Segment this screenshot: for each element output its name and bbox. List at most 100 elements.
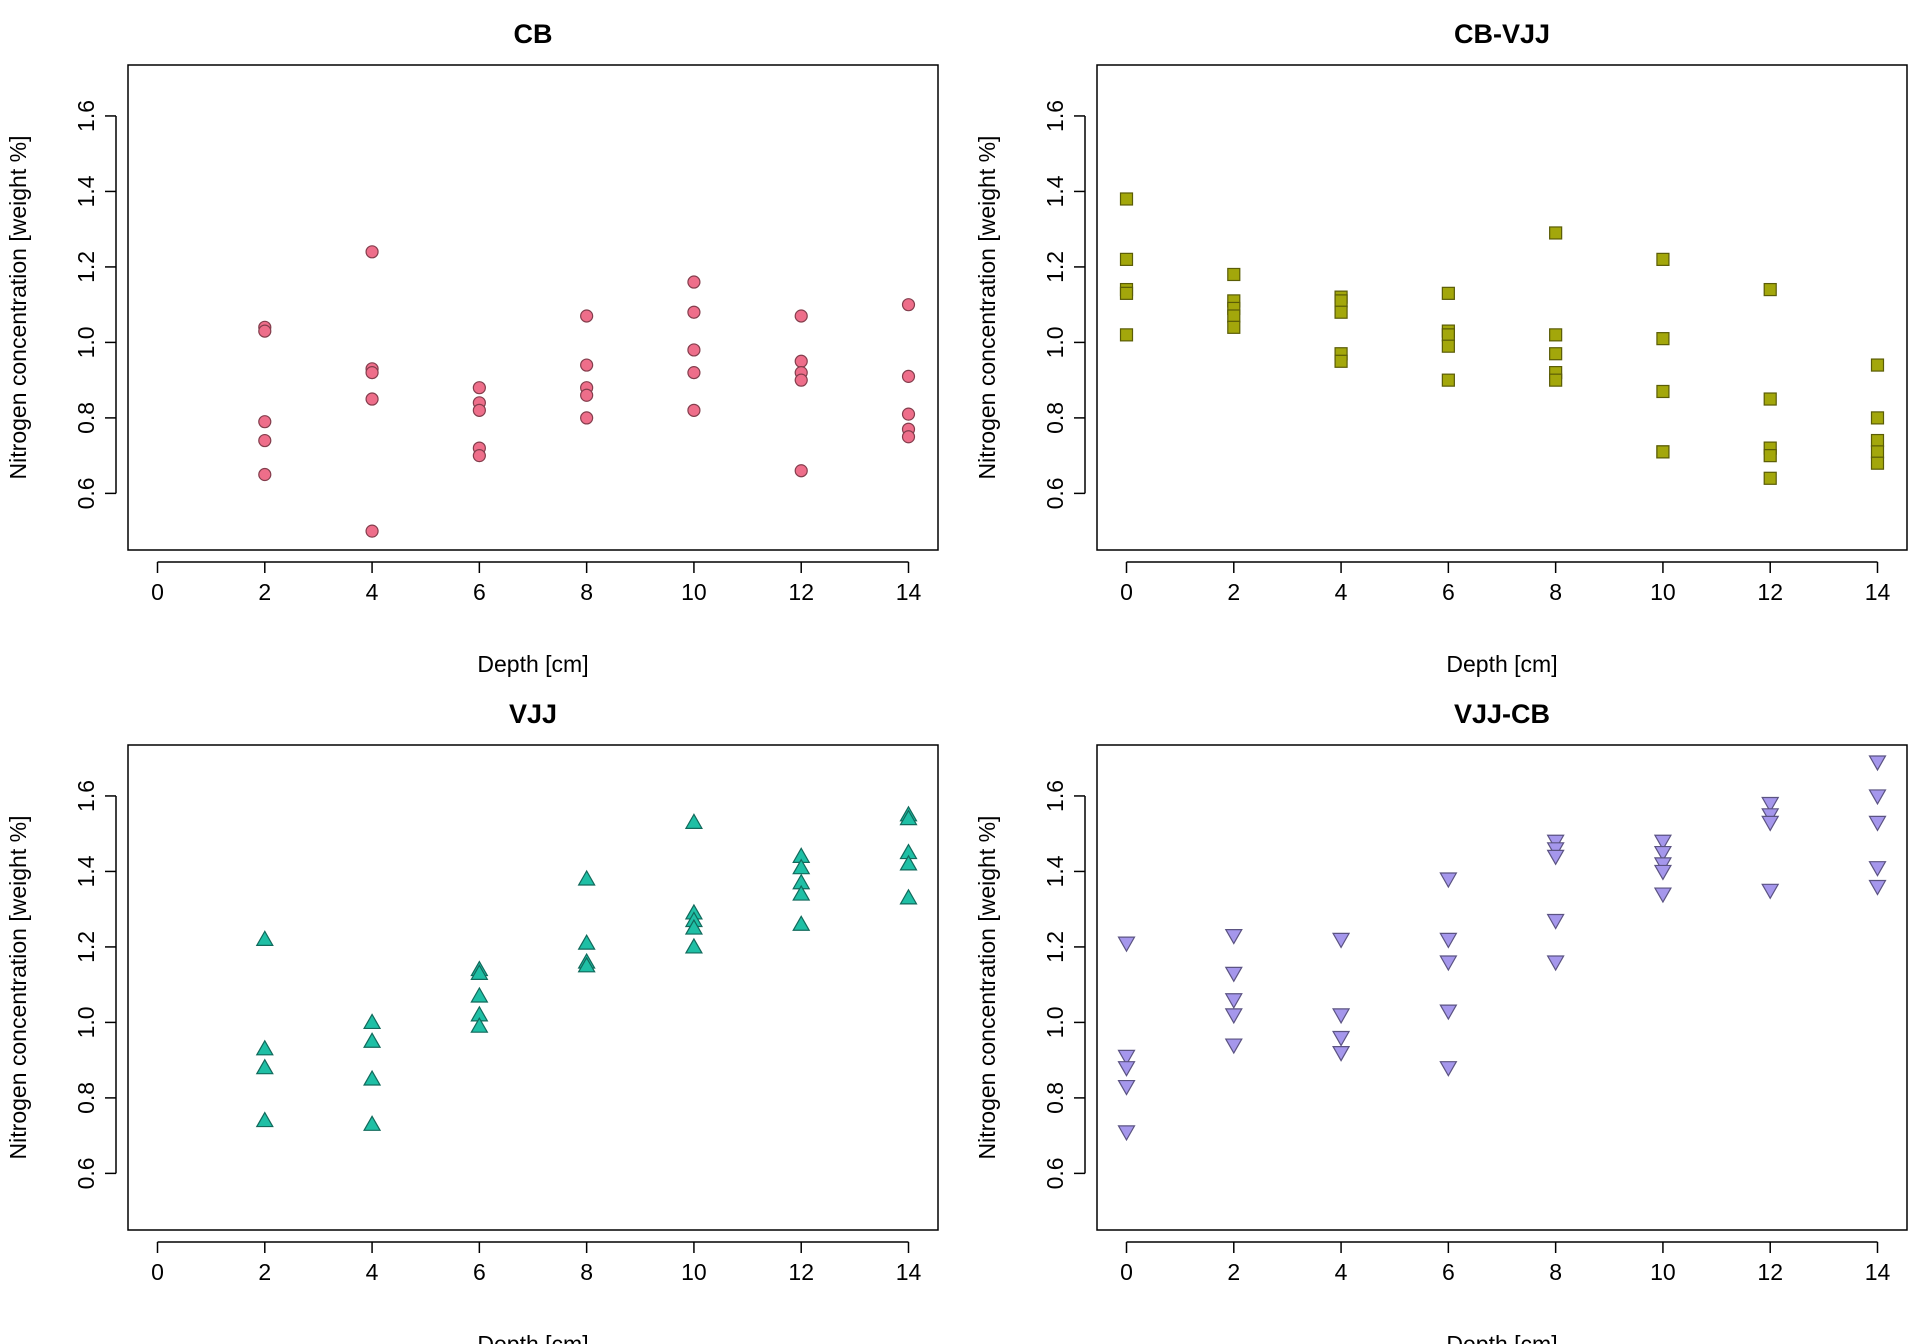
y-tick-label: 1.6 <box>1042 780 1068 812</box>
data-point <box>1656 384 1670 399</box>
data-point <box>1224 993 1243 1009</box>
y-axis-label: Nitrogen concentration [weight %] <box>5 136 31 480</box>
data-point <box>1119 252 1134 266</box>
data-point <box>1549 328 1563 342</box>
y-axis-label: Nitrogen concentration [weight %] <box>5 816 31 1160</box>
data-point <box>1868 861 1887 877</box>
x-tick-label: 2 <box>1227 1259 1240 1285</box>
data-point <box>1332 1030 1351 1047</box>
data-point <box>255 1039 274 1056</box>
y-tick-label: 1.0 <box>73 326 99 358</box>
x-axis-label: Depth [cm] <box>1446 1331 1557 1344</box>
data-point <box>1763 449 1777 463</box>
x-tick-label: 0 <box>1120 1259 1133 1285</box>
data-point <box>1870 411 1885 425</box>
panel-4: VJJ-CB 0 2 4 6 8 10 12 14 0.6 0.8 1.0 1.2 1.4 1.6 Depth… <box>974 699 1908 1344</box>
data-point <box>1763 282 1777 297</box>
data-point <box>901 407 916 421</box>
data-point <box>1224 1038 1243 1055</box>
data-point <box>1653 887 1672 904</box>
y-axis-label: Nitrogen concentration [weight %] <box>974 816 1000 1160</box>
x-axis-label: Depth [cm] <box>1446 651 1557 677</box>
x-tick-label: 2 <box>258 1259 271 1285</box>
data-point <box>1224 1008 1243 1025</box>
data-point <box>580 358 594 372</box>
data-point <box>577 869 596 886</box>
y-tick-label: 1.2 <box>1042 931 1068 963</box>
data-point <box>1117 1125 1136 1142</box>
data-point <box>687 305 701 319</box>
data-points <box>255 805 918 1131</box>
data-point <box>577 956 596 973</box>
panel-1: CB 0 2 4 6 8 10 12 14 0.6 0.8 1.0 1.2 1.4 1.6 Depth [cm… <box>5 19 939 677</box>
x-tick-label: 10 <box>681 579 707 605</box>
y-tick-label: 1.4 <box>73 855 99 887</box>
y-tick-label: 0.8 <box>73 1082 99 1114</box>
y-tick-label: 0.6 <box>1042 1157 1068 1189</box>
data-point <box>472 403 486 417</box>
x-tick-label: 8 <box>580 1259 593 1285</box>
data-point <box>1332 932 1351 949</box>
panel-title: VJJ <box>509 699 557 729</box>
x-tick-label: 0 <box>151 579 164 605</box>
data-point <box>365 366 379 380</box>
data-point <box>1439 1061 1458 1077</box>
data-point <box>1439 955 1458 972</box>
x-tick-label: 8 <box>1549 1259 1562 1285</box>
plot-frame <box>127 744 939 1231</box>
data-point <box>255 1111 274 1128</box>
x-tick-label: 12 <box>788 1259 814 1285</box>
data-point <box>363 1013 382 1030</box>
data-point <box>580 309 594 323</box>
x-tick-label: 14 <box>1865 1259 1891 1285</box>
data-point <box>1870 445 1885 459</box>
data-point <box>1870 433 1885 448</box>
data-point <box>1334 305 1348 319</box>
data-point <box>1870 358 1885 372</box>
data-point <box>1653 845 1672 862</box>
data-point <box>1761 815 1780 832</box>
x-axis-label: Depth [cm] <box>477 651 588 677</box>
data-point <box>580 411 594 425</box>
data-point <box>687 343 701 357</box>
data-point <box>1119 192 1134 206</box>
data-point <box>577 933 596 950</box>
data-point <box>255 1058 274 1075</box>
data-point <box>792 915 811 931</box>
y-tick-label: 1.0 <box>1042 326 1068 358</box>
x-tick-label: 8 <box>580 579 593 605</box>
data-point <box>1546 913 1565 930</box>
data-point <box>363 1069 382 1086</box>
x-tick-label: 12 <box>788 579 814 605</box>
data-point <box>365 392 379 406</box>
plot-frame <box>127 64 939 551</box>
data-point <box>1868 755 1887 772</box>
data-point <box>1546 849 1565 866</box>
data-point <box>255 930 274 946</box>
data-point <box>365 524 379 538</box>
data-point <box>1868 815 1887 832</box>
data-point <box>901 369 916 383</box>
data-point <box>472 381 486 395</box>
x-tick-label: 12 <box>1757 579 1783 605</box>
x-tick-label: 8 <box>1549 579 1562 605</box>
y-tick-label: 1.6 <box>1042 100 1068 132</box>
x-tick-label: 4 <box>366 1259 379 1285</box>
data-point <box>258 433 272 448</box>
data-point <box>684 937 703 954</box>
data-point <box>1868 789 1887 806</box>
data-point <box>684 813 703 829</box>
data-points <box>1117 755 1887 1142</box>
data-point <box>1656 332 1670 346</box>
panel-title: CB-VJJ <box>1454 19 1550 49</box>
panel-3: VJJ 0 2 4 6 8 10 12 14 0.6 0.8 1.0 1.2 1.4 1.6 Depth [c… <box>5 699 939 1344</box>
data-point <box>1334 294 1348 308</box>
data-point <box>1334 354 1348 368</box>
data-point <box>258 324 272 338</box>
data-point <box>794 464 808 478</box>
y-tick-label: 0.8 <box>73 402 99 434</box>
panel-2: CB-VJJ 0 2 4 6 8 10 12 14 0.6 0.8 1.0 1.2 1.4 1.6 Depth… <box>974 19 1908 677</box>
data-point <box>1763 392 1777 406</box>
data-point <box>365 245 379 259</box>
